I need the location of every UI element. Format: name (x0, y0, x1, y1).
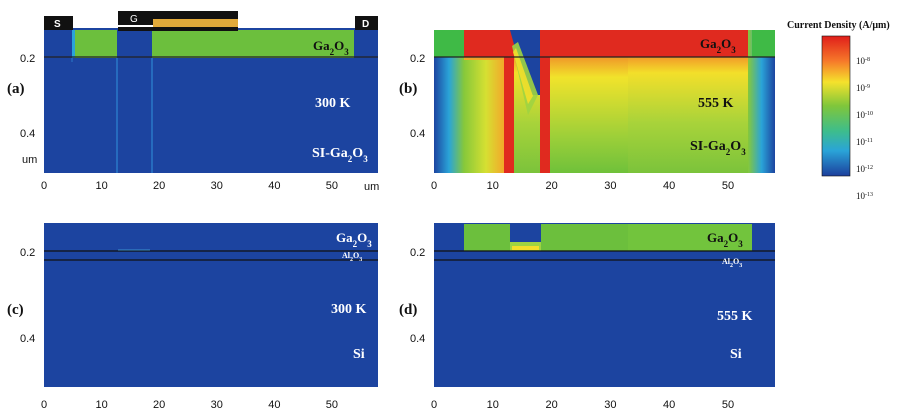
panel-b-temperature: 555 K (698, 96, 734, 111)
x-tick-label: 50 (722, 399, 734, 411)
panel-b-notch-left (504, 30, 514, 173)
drain-contact-label: D (362, 19, 369, 30)
panel-b-left-green (434, 30, 464, 57)
colorbar-tick-label: 10-12 (856, 164, 873, 174)
panel-c-substrate (44, 223, 378, 387)
x-tick-label: 0 (41, 180, 47, 192)
panel-b-right-green (752, 30, 775, 57)
panel-a-channel-left (72, 30, 117, 58)
panel-c-substrate-label: Si (353, 347, 365, 362)
x-tick-label: 30 (604, 180, 616, 192)
colorbar-title: Current Density (A/μm) (787, 20, 890, 31)
x-tick-label: 50 (326, 180, 338, 192)
panel-b: Ga2O3 555 K SI-Ga2O3 (b) 0.2 0.4 0 10 20 30… (399, 30, 775, 192)
panel-d-channel-right-light (628, 224, 752, 251)
panel-c: Ga2O3 Al2O3 300 K Si (c) 0.2 0.4 0 10 20 30… (7, 223, 378, 411)
gate-dielectric (118, 27, 238, 31)
x-tick-label: 40 (268, 399, 280, 411)
x-tick-label: 40 (663, 180, 675, 192)
panel-a-channel-right (152, 30, 354, 58)
colorbar-tick-label: 10-11 (856, 137, 873, 147)
panel-b-ytick-0.4: 0.4 (410, 128, 425, 140)
panel-a-temperature: 300 K (315, 96, 351, 111)
drain-contact (355, 16, 378, 30)
panel-d-substrate-label: Si (730, 347, 742, 362)
x-tick-label: 0 (41, 399, 47, 411)
panel-b-label: (b) (399, 81, 417, 97)
x-tick-label: 30 (211, 399, 223, 411)
source-contact-label: S (54, 19, 61, 30)
gate-metal (153, 19, 238, 27)
panel-d-channel-left (464, 224, 510, 251)
x-tick-label: 20 (153, 399, 165, 411)
panel-d-gate-accum-core (512, 246, 539, 250)
gate-contact-label: G (130, 14, 138, 25)
x-tick-label: 30 (211, 180, 223, 192)
panel-c-ytick-0.4: 0.4 (20, 333, 35, 345)
colorbar-gradient (821, 35, 851, 177)
panel-c-label: (c) (7, 302, 24, 318)
panel-a-ytick-0.2: 0.2 (20, 53, 35, 65)
colorbar-tick-label: 10-9 (856, 83, 870, 93)
x-tick-label: 10 (95, 399, 107, 411)
colorbar-tick-label: 10-8 (856, 56, 870, 66)
x-tick-label: 50 (722, 180, 734, 192)
panel-d: Ga2O3 Al2O3 555 K Si (d) 0.2 0.4 0 10 20 30… (399, 223, 775, 411)
x-tick-label: 0 (431, 180, 437, 192)
panel-a-ytick-0.4: 0.4 (20, 128, 35, 140)
x-tick-label: 40 (663, 399, 675, 411)
panel-a-yunit: um (22, 154, 37, 166)
panel-a-substrate-label: SI-Ga2O3 (312, 146, 368, 164)
source-contact (44, 16, 73, 30)
panel-d-ytick-0.2: 0.2 (410, 247, 425, 259)
panel-d-temperature: 555 K (717, 309, 753, 324)
x-tick-label: 20 (153, 180, 165, 192)
colorbar-tick-label: 10-13 (856, 191, 873, 201)
panel-a-layer-label: Ga2O3 (313, 38, 349, 57)
panel-b-depletion-core (513, 48, 533, 104)
x-tick-label: 30 (604, 399, 616, 411)
panel-d-label: (d) (399, 302, 417, 318)
x-tick-label: 10 (487, 399, 499, 411)
x-tick-label: 10 (487, 180, 499, 192)
panel-b-left-fill (464, 60, 504, 173)
panel-c-ytick-0.2: 0.2 (20, 247, 35, 259)
panel-a-channel-edge (72, 30, 75, 58)
colorbar-tick-label: 10-10 (856, 110, 873, 120)
panel-d-layer-label: Ga2O3 (707, 230, 743, 249)
x-tick-label: 40 (268, 180, 280, 192)
panel-b-layer-label: Ga2O3 (700, 36, 736, 55)
colorbar: Current Density (A/μm) 10-8 10-9 10-10 10-1… (787, 20, 890, 201)
panel-b-substrate-label: SI-Ga2O3 (690, 139, 746, 157)
panel-a-label: (a) (7, 81, 25, 97)
panel-a: S G D Ga2O3 300 K SI-Ga2O3 (a) 0.2 0.4 u… (7, 11, 379, 193)
panel-a-xunit: um (364, 181, 379, 193)
x-tick-label: 20 (545, 399, 557, 411)
x-tick-label: 50 (326, 399, 338, 411)
x-tick-label: 10 (95, 180, 107, 192)
x-tick-label: 0 (431, 399, 437, 411)
panel-b-notch-right (540, 30, 550, 173)
panel-c-temperature: 300 K (331, 302, 367, 317)
x-tick-label: 20 (545, 180, 557, 192)
panel-b-ytick-0.2: 0.2 (410, 53, 425, 65)
panel-d-ytick-0.4: 0.4 (410, 333, 425, 345)
panel-c-layer-label: Ga2O3 (336, 230, 372, 249)
